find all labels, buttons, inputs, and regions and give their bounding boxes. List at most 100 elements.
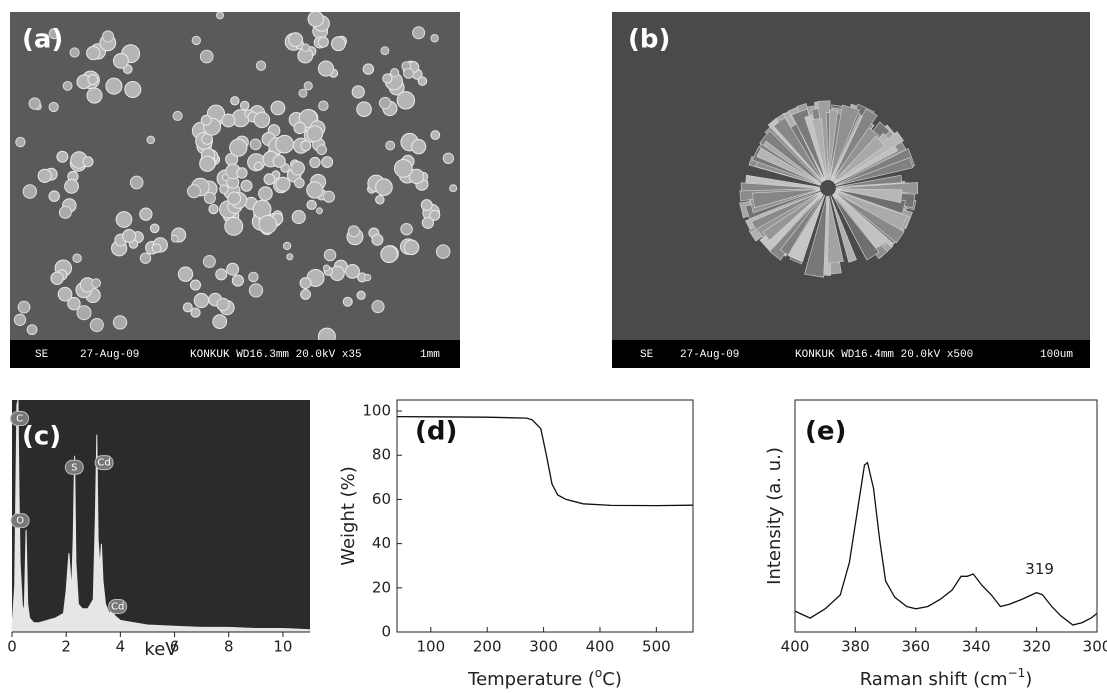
particle (63, 81, 72, 90)
particle (230, 139, 247, 156)
particle (318, 61, 333, 76)
particle (27, 325, 37, 335)
x-tick-label: 360 (901, 638, 930, 656)
particle (307, 182, 323, 198)
particle (227, 263, 239, 275)
particle (376, 179, 393, 196)
particle (49, 102, 58, 111)
particle (450, 185, 457, 192)
y-tick-label: 60 (372, 490, 391, 508)
particle (183, 303, 192, 312)
particle (324, 249, 335, 260)
particle (23, 185, 36, 198)
particle (203, 256, 215, 268)
particle (431, 35, 438, 42)
particle (343, 297, 352, 306)
particle (300, 278, 311, 289)
x-tick-label: 4 (116, 638, 126, 656)
particle (287, 254, 293, 260)
particle (204, 192, 215, 203)
particle (383, 74, 392, 83)
particle (421, 200, 432, 211)
particle (222, 114, 235, 127)
particle (259, 216, 277, 234)
particle (401, 223, 412, 234)
x-axis-label-part: −1 (1008, 666, 1026, 680)
particle (152, 244, 161, 253)
x-axis-label: keV (144, 639, 178, 660)
particle (58, 287, 72, 301)
particle (291, 162, 304, 175)
particle (87, 46, 100, 59)
x-tick-label: 10 (273, 638, 292, 656)
y-axis-label: Intensity (a. u.) (764, 447, 785, 585)
particle (397, 92, 414, 109)
particle (240, 101, 249, 110)
particle (250, 139, 261, 150)
panel-label: (d) (415, 417, 457, 447)
particle (307, 200, 316, 209)
particle (70, 48, 79, 57)
particle (273, 155, 285, 167)
particle (14, 314, 25, 325)
particle (171, 235, 178, 242)
particle (357, 102, 372, 117)
particle (228, 192, 241, 205)
particle (379, 97, 390, 108)
x-axis-label-part: ) (1025, 669, 1032, 690)
particle (319, 101, 328, 110)
particle (200, 156, 215, 171)
particle (125, 81, 141, 97)
x-tick-label: 200 (473, 638, 502, 656)
x-tick-label: 320 (1022, 638, 1051, 656)
particle (140, 253, 150, 263)
particle (222, 174, 228, 180)
particle (59, 206, 71, 218)
x-tick-label: 500 (642, 638, 671, 656)
x-axis-label: Temperature (oC) (467, 666, 622, 691)
x-axis-label-part: C) (602, 669, 622, 690)
particle (436, 245, 449, 258)
y-tick-label: 0 (381, 623, 391, 641)
x-axis-label-part: Raman shift (cm (860, 669, 1008, 690)
particle (352, 86, 364, 98)
footer-text: 27-Aug-09 (80, 349, 139, 361)
x-tick-label: 400 (586, 638, 615, 656)
particle (51, 272, 63, 284)
particle (201, 115, 211, 125)
x-axis-label-part: Temperature ( (467, 669, 595, 690)
y-tick-label: 20 (372, 578, 391, 596)
x-tick-label: 380 (841, 638, 870, 656)
particle (77, 306, 91, 320)
particle (413, 27, 425, 39)
particle (57, 151, 68, 162)
particle (372, 301, 384, 313)
particle (381, 246, 398, 263)
x-tick-label: 400 (781, 638, 810, 656)
particle (308, 11, 323, 26)
footer-text: SE (640, 349, 654, 361)
particle (404, 68, 414, 78)
page: (a)SE27-Aug-09KONKUK WD16.3mm 20.0kV x35… (0, 0, 1107, 693)
particle (123, 229, 136, 242)
x-axis-label-part: o (595, 666, 602, 680)
particle (322, 157, 333, 168)
particle (431, 131, 440, 140)
particle (241, 180, 252, 191)
annotation: 319 (1025, 560, 1054, 578)
x-tick-label: 100 (417, 638, 446, 656)
footer-text: KONKUK WD16.4mm 20.0kV x500 (795, 349, 973, 361)
particle (49, 191, 59, 201)
particle (443, 153, 453, 163)
particle (301, 289, 311, 299)
particle (225, 217, 243, 235)
panel-label: (c) (22, 422, 61, 452)
x-tick-label: 300 (529, 638, 558, 656)
particle (357, 291, 365, 299)
particle (264, 174, 275, 185)
particle (106, 78, 122, 94)
particle (294, 122, 306, 134)
x-tick-label: 340 (962, 638, 991, 656)
particle (304, 82, 312, 90)
particle (18, 301, 30, 313)
